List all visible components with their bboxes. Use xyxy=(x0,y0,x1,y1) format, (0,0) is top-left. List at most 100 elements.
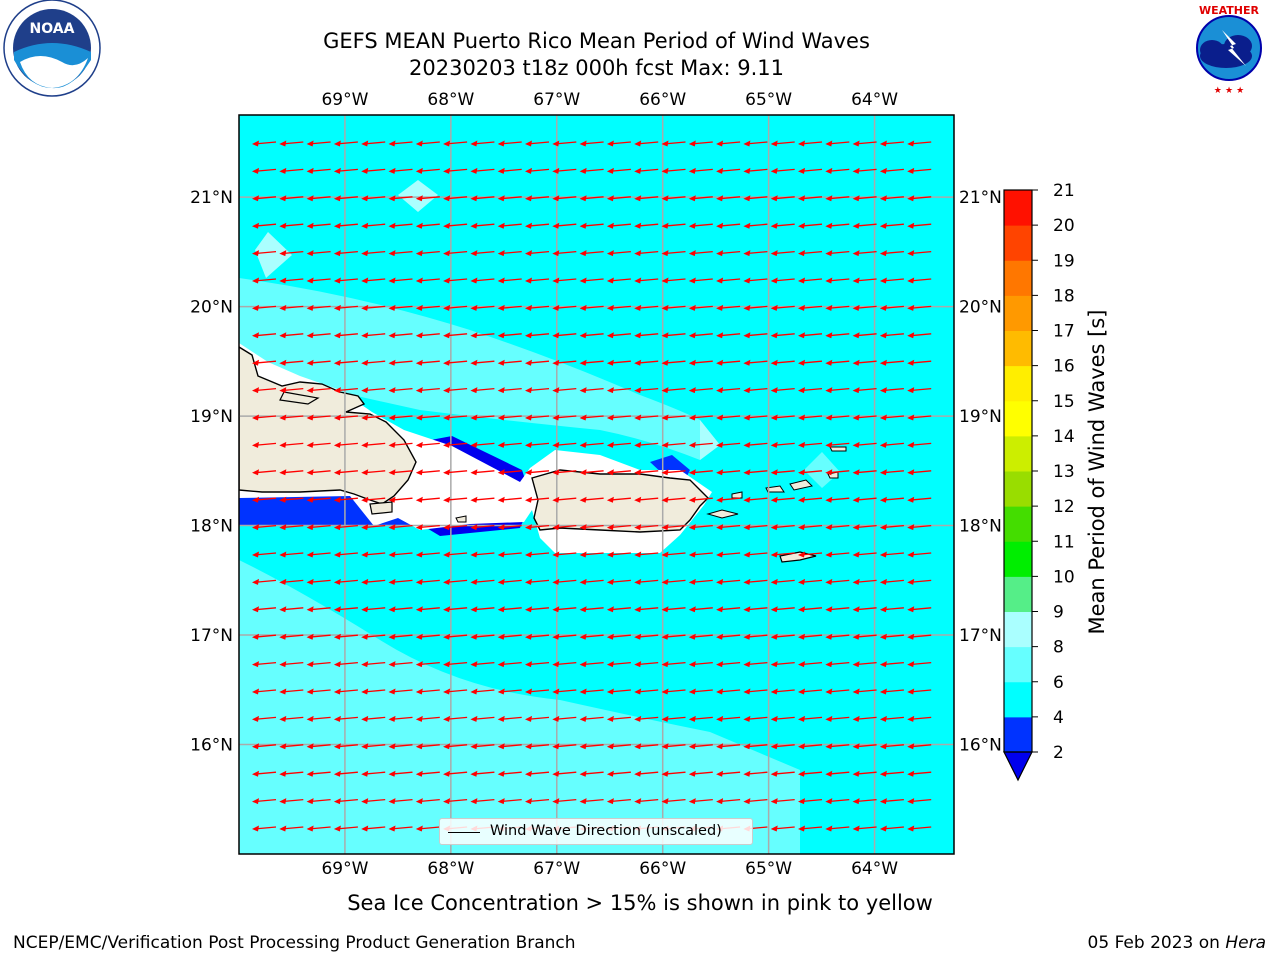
wave-direction-arrow xyxy=(579,469,604,476)
wave-direction-arrow xyxy=(388,688,413,695)
wave-direction-arrow xyxy=(634,551,659,558)
wave-direction-arrow xyxy=(661,195,686,202)
wave-direction-arrow xyxy=(415,414,440,421)
wave-direction-arrow xyxy=(333,250,358,257)
wave-direction-arrow xyxy=(825,688,850,695)
colorbar-tick-label: 19 xyxy=(1053,251,1075,271)
wave-direction-arrow xyxy=(716,551,741,558)
wave-direction-arrow xyxy=(579,770,604,777)
wave-direction-arrow xyxy=(552,661,577,668)
wave-direction-arrow xyxy=(552,222,577,229)
wave-direction-arrow xyxy=(470,798,495,805)
colorbar-extend-arrow xyxy=(1003,751,1033,782)
wave-direction-arrow xyxy=(634,332,659,339)
wave-direction-arrow xyxy=(552,551,577,558)
wave-direction-arrow xyxy=(825,469,850,476)
wave-direction-arrow xyxy=(252,469,277,476)
wave-direction-arrow xyxy=(252,359,277,366)
colorbar-segment xyxy=(1004,471,1032,507)
wave-direction-arrow xyxy=(606,715,631,722)
wave-direction-arrow xyxy=(688,715,713,722)
wave-direction-arrow xyxy=(388,661,413,668)
wave-direction-arrow xyxy=(825,387,850,394)
island-tortuga xyxy=(279,391,320,405)
wave-direction-arrow xyxy=(497,496,522,503)
wave-direction-arrow xyxy=(361,195,386,202)
island-vieques xyxy=(706,509,739,519)
wave-direction-arrow xyxy=(361,715,386,722)
wave-direction-arrow xyxy=(497,195,522,202)
wave-direction-arrow xyxy=(798,743,823,750)
wave-direction-arrow xyxy=(606,661,631,668)
wave-direction-arrow xyxy=(688,606,713,613)
wave-direction-arrow xyxy=(688,496,713,503)
wave-direction-arrow xyxy=(743,743,768,750)
wave-direction-arrow xyxy=(306,359,331,366)
wave-direction-arrow xyxy=(361,441,386,448)
wave-direction-arrow xyxy=(525,633,550,640)
wave-direction-arrow xyxy=(606,277,631,284)
wave-direction-arrow xyxy=(743,250,768,257)
wave-direction-arrow xyxy=(825,715,850,722)
wave-direction-arrow xyxy=(606,606,631,613)
wave-direction-arrow xyxy=(661,441,686,448)
wave-direction-arrow xyxy=(497,222,522,229)
wave-direction-arrow xyxy=(470,140,495,147)
wave-direction-arrow xyxy=(279,606,304,613)
wave-direction-arrow xyxy=(470,222,495,229)
wave-direction-arrow xyxy=(415,661,440,668)
wave-direction-arrow xyxy=(252,387,277,394)
wave-direction-arrow xyxy=(606,222,631,229)
lat-label-left: 19°N xyxy=(190,407,233,427)
wave-direction-arrow xyxy=(579,140,604,147)
wave-direction-arrow xyxy=(279,222,304,229)
wave-direction-arrow xyxy=(415,825,440,832)
wave-direction-arrow xyxy=(716,496,741,503)
wave-direction-arrow xyxy=(333,688,358,695)
wave-direction-arrow xyxy=(606,304,631,311)
wave-direction-arrow xyxy=(825,798,850,805)
wave-direction-arrow xyxy=(743,578,768,585)
wave-direction-arrow xyxy=(497,441,522,448)
wave-direction-arrow xyxy=(415,688,440,695)
wave-direction-arrow xyxy=(852,551,877,558)
wave-direction-arrow xyxy=(279,688,304,695)
wave-direction-arrow xyxy=(525,387,550,394)
wave-direction-arrow xyxy=(388,441,413,448)
wave-direction-arrow xyxy=(798,222,823,229)
lat-labels-left: 21°N 20°N 19°N 18°N 17°N 16°N xyxy=(190,188,233,755)
wave-direction-arrow xyxy=(306,633,331,640)
wave-direction-arrow xyxy=(879,743,904,750)
wave-direction-arrow xyxy=(606,167,631,174)
wave-direction-arrow xyxy=(279,633,304,640)
wave-direction-arrow xyxy=(361,222,386,229)
wave-direction-arrow xyxy=(361,551,386,558)
wave-direction-arrow xyxy=(579,222,604,229)
wave-direction-arrow xyxy=(415,387,440,394)
colorbar-segment xyxy=(1004,225,1032,261)
wave-direction-arrow xyxy=(415,469,440,476)
wave-direction-arrow xyxy=(443,524,468,531)
wave-direction-arrow xyxy=(716,715,741,722)
wave-direction-arrow xyxy=(388,578,413,585)
wave-direction-arrow xyxy=(306,140,331,147)
wave-direction-arrow xyxy=(579,496,604,503)
wave-direction-arrow xyxy=(388,770,413,777)
sea-8-9s-patch xyxy=(700,420,720,460)
wave-direction-arrow xyxy=(907,524,932,531)
wave-direction-arrow xyxy=(579,551,604,558)
wave-direction-arrow xyxy=(825,167,850,174)
wave-direction-arrow xyxy=(252,441,277,448)
wave-direction-arrow xyxy=(333,606,358,613)
wave-direction-arrow xyxy=(798,277,823,284)
wave-direction-arrow xyxy=(770,277,795,284)
wave-direction-arrow xyxy=(770,606,795,613)
wave-direction-arrow xyxy=(879,167,904,174)
wave-direction-arrow xyxy=(415,277,440,284)
wave-direction-arrow xyxy=(634,633,659,640)
wave-direction-arrow xyxy=(361,277,386,284)
wave-direction-arrow xyxy=(415,743,440,750)
wave-direction-arrow xyxy=(879,633,904,640)
wave-direction-arrow xyxy=(606,195,631,202)
wave-direction-arrow xyxy=(716,441,741,448)
